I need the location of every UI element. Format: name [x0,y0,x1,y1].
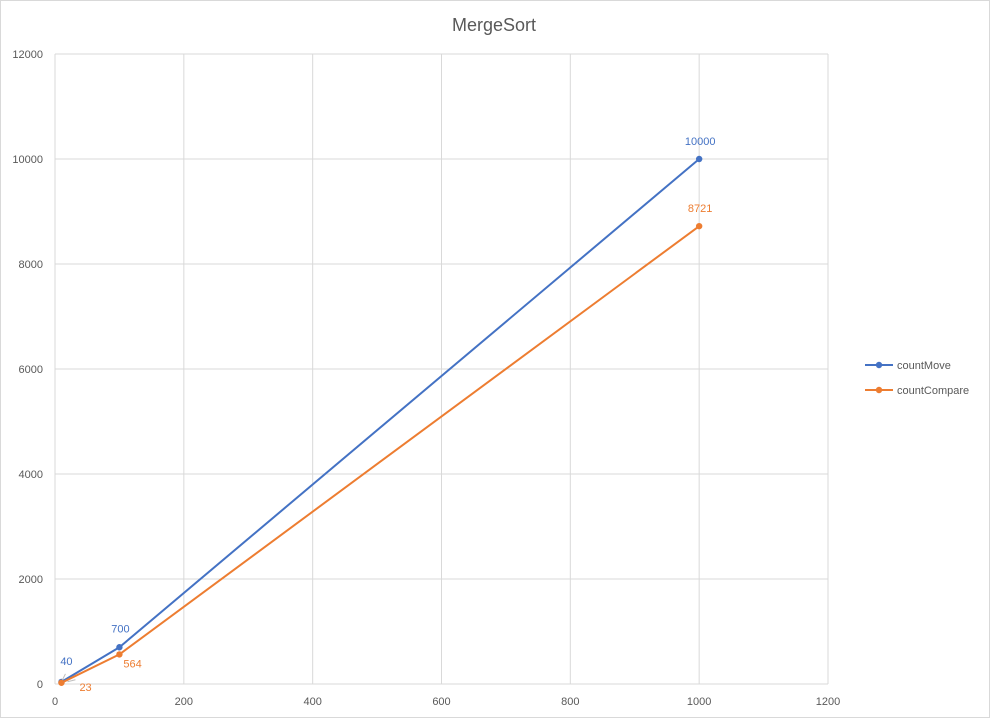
data-label-countMove: 40 [60,656,72,668]
x-tick-label: 0 [52,696,58,708]
data-label-countCompare: 23 [79,682,91,694]
x-tick-label: 1200 [816,696,840,708]
grid [54,53,829,685]
axes: 0 200 400 600 800 1000 12000200040006000800010… [12,49,840,708]
y-tick-label: 0 [37,679,43,691]
x-tick-label: 1000 [687,696,711,708]
leader-line [67,679,76,683]
legend-marker-countMove [875,361,883,369]
legend-label-countMove: countMove [897,360,951,372]
legend: countMove countCompare [865,360,969,397]
y-tick-label: 4000 [19,469,43,481]
data-label-countCompare: 564 [123,658,141,670]
y-tick-label: 6000 [19,364,43,376]
series-line-countMove [60,158,700,683]
y-tick-label: 12000 [12,49,43,61]
data-point-countCompare [695,222,703,230]
x-tick-label: 400 [303,696,321,708]
data-label-countCompare: 8721 [688,203,712,215]
data-label-countMove: 10000 [685,136,716,148]
data-point-countMove [695,155,703,163]
data-point-countMove [116,644,123,651]
leader-line [61,673,66,681]
data-label-countMove: 700 [111,623,129,635]
chart-title: MergeSort [452,15,536,35]
data-point-countCompare [58,679,65,686]
y-tick-label: 2000 [19,574,43,586]
x-tick-label: 600 [432,696,450,708]
x-tick-label: 200 [175,696,193,708]
y-tick-label: 10000 [12,154,43,166]
legend-label-countCompare: countCompare [897,385,969,397]
data-labels: 40 700 10000 23 564 8721 [60,136,715,694]
legend-marker-countCompare [875,386,883,394]
y-tick-label: 8000 [19,259,43,271]
x-tick-label: 800 [561,696,579,708]
data-point-countCompare [116,651,123,658]
series-layer [58,155,703,686]
